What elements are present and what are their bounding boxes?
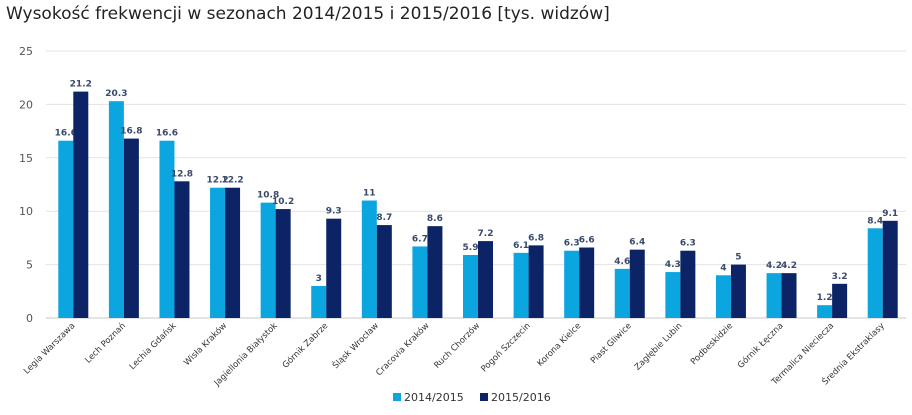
bar bbox=[867, 228, 883, 318]
data-label: 8.6 bbox=[427, 214, 443, 224]
bar bbox=[665, 272, 681, 318]
data-label: 7.2 bbox=[478, 229, 494, 239]
x-tick-label: Zagłębie Lubin bbox=[633, 321, 685, 373]
data-label: 3 bbox=[316, 274, 322, 284]
bar bbox=[715, 275, 731, 318]
bar bbox=[528, 245, 544, 318]
bar bbox=[73, 91, 89, 318]
data-label: 1.2 bbox=[817, 293, 833, 303]
data-label: 6.4 bbox=[629, 238, 645, 248]
data-label: 16.8 bbox=[120, 127, 142, 137]
data-label: 6.3 bbox=[680, 239, 696, 249]
legend-label: 2014/2015 bbox=[404, 391, 464, 404]
bar bbox=[225, 187, 241, 318]
data-label: 10.8 bbox=[257, 191, 279, 201]
data-label: 4.3 bbox=[665, 260, 681, 270]
data-label: 4.2 bbox=[766, 261, 782, 271]
x-tick-label: Wisła Kraków bbox=[182, 320, 230, 368]
bar bbox=[376, 225, 392, 318]
y-tick-label: 20 bbox=[19, 98, 33, 111]
data-label: 12.2 bbox=[221, 176, 243, 186]
data-label: 12.2 bbox=[206, 176, 228, 186]
legend-label: 2015/2016 bbox=[491, 391, 551, 404]
bar bbox=[730, 264, 746, 318]
data-label: 4.2 bbox=[781, 261, 797, 271]
bar bbox=[174, 181, 190, 318]
bar bbox=[832, 283, 848, 318]
data-label: 4.6 bbox=[614, 257, 630, 267]
x-tick-label: Piast Gliwice bbox=[589, 321, 634, 366]
bar bbox=[680, 250, 696, 318]
bar bbox=[766, 273, 782, 318]
data-label: 12.8 bbox=[171, 169, 193, 179]
data-label: 4 bbox=[720, 263, 726, 273]
data-label: 8.4 bbox=[867, 216, 883, 226]
bar bbox=[108, 101, 124, 318]
bar bbox=[478, 241, 493, 318]
bar bbox=[463, 254, 478, 318]
bar bbox=[210, 187, 226, 318]
data-label: 5.9 bbox=[463, 243, 479, 253]
x-tick-label: Lechia Gdańsk bbox=[128, 321, 179, 372]
data-label: 6.3 bbox=[564, 239, 580, 249]
x-tick-label: Ruch Chorzów bbox=[432, 320, 482, 370]
data-label: 8.7 bbox=[376, 213, 392, 223]
x-tick-label: Cracovia Kraków bbox=[374, 320, 432, 378]
x-tick-label: Lech Poznań bbox=[83, 321, 128, 366]
y-tick-label: 10 bbox=[19, 205, 33, 218]
data-label: 6.8 bbox=[528, 233, 544, 243]
data-label: 3.2 bbox=[832, 272, 848, 282]
bar bbox=[427, 226, 443, 318]
data-label: 6.7 bbox=[412, 234, 428, 244]
legend-swatch bbox=[393, 393, 401, 401]
bar bbox=[275, 209, 291, 318]
data-label: 20.3 bbox=[105, 89, 127, 99]
legend-swatch bbox=[480, 393, 488, 401]
bar bbox=[58, 140, 74, 318]
bar bbox=[159, 140, 175, 318]
data-label: 6.6 bbox=[579, 236, 595, 246]
bar bbox=[579, 247, 595, 318]
bar bbox=[311, 285, 327, 318]
data-label: 21.2 bbox=[70, 80, 92, 90]
data-label: 16.6 bbox=[156, 129, 178, 139]
y-tick-label: 5 bbox=[26, 259, 33, 272]
bar bbox=[781, 273, 797, 318]
data-label: 9.3 bbox=[326, 207, 342, 217]
data-label: 10.2 bbox=[272, 197, 294, 207]
bar bbox=[513, 252, 529, 318]
data-label: 11 bbox=[363, 189, 376, 199]
bar bbox=[614, 268, 630, 318]
chart-title: Wysokość frekwencji w sezonach 2014/2015… bbox=[6, 4, 610, 24]
bar bbox=[260, 202, 276, 318]
bar bbox=[361, 200, 377, 318]
y-tick-label: 0 bbox=[26, 312, 33, 325]
bar bbox=[412, 246, 428, 318]
x-tick-label: Pogoń Szczecin bbox=[479, 321, 532, 374]
x-tick-label: Podbeskidzie bbox=[689, 321, 735, 367]
bar bbox=[882, 220, 898, 318]
data-label: 16.6 bbox=[55, 129, 77, 139]
bar bbox=[629, 249, 645, 318]
x-tick-label: Śląsk Wrocław bbox=[329, 320, 381, 372]
bar bbox=[123, 138, 139, 318]
y-tick-label: 25 bbox=[19, 45, 33, 58]
x-tick-label: Górnik Łęczna bbox=[735, 320, 785, 370]
data-label: 5 bbox=[735, 253, 741, 263]
y-tick-label: 15 bbox=[19, 152, 33, 165]
bar bbox=[817, 305, 833, 318]
bar bbox=[564, 250, 580, 318]
data-label: 9.1 bbox=[882, 209, 898, 219]
bar bbox=[326, 218, 342, 318]
data-label: 6.1 bbox=[513, 241, 529, 251]
x-tick-label: Górnik Zabrze bbox=[280, 320, 330, 370]
x-tick-label: Korona Kielce bbox=[536, 321, 584, 369]
x-tick-label: Legia Warszawa bbox=[22, 321, 77, 376]
